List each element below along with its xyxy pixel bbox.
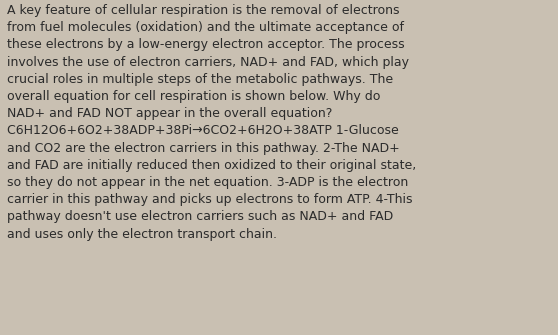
Text: A key feature of cellular respiration is the removal of electrons
from fuel mole: A key feature of cellular respiration is… <box>7 4 416 241</box>
